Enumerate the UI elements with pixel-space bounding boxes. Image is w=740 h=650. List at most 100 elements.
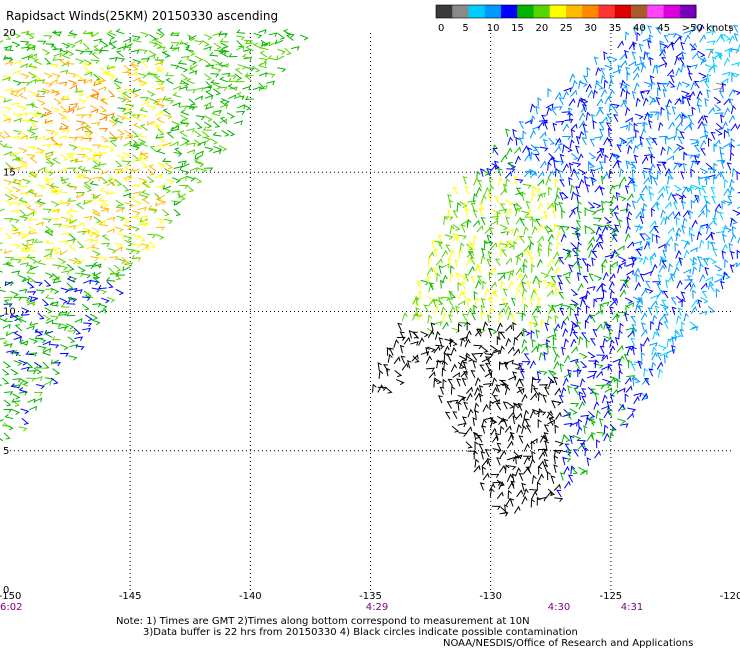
- wind-barb: [579, 378, 586, 387]
- wind-barb: [642, 255, 649, 265]
- wind-barb: [530, 289, 537, 299]
- wind-barb: [507, 346, 515, 354]
- wind-barb: [454, 259, 459, 268]
- wind-barb: [664, 201, 672, 209]
- wind-barb: [626, 269, 634, 276]
- wind-barb: [132, 77, 141, 82]
- wind-barb: [546, 314, 552, 324]
- wind-barb: [277, 67, 287, 73]
- wind-barb: [74, 336, 84, 341]
- wind-barb: [564, 480, 571, 489]
- wind-barb: [577, 466, 587, 474]
- wind-barb: [554, 424, 559, 434]
- wind-barb: [122, 46, 132, 51]
- wind-barb: [437, 234, 443, 244]
- wind-barb: [562, 450, 572, 456]
- wind-barb: [650, 175, 655, 185]
- wind-barb: [531, 225, 538, 235]
- wind-barb: [599, 345, 605, 354]
- wind-barb: [2, 75, 12, 81]
- wind-barb: [219, 118, 228, 124]
- wind-barb: [609, 184, 616, 194]
- colorbar-label: 35: [609, 23, 622, 34]
- wind-barb: [12, 349, 21, 357]
- wind-barb: [715, 288, 720, 298]
- wind-barb: [155, 66, 164, 74]
- wind-barb: [563, 354, 571, 363]
- wind-barb: [457, 394, 467, 401]
- wind-barb: [608, 127, 613, 137]
- wind-barb: [155, 184, 165, 190]
- wind-barb: [649, 97, 656, 106]
- wind-barb: [600, 258, 608, 267]
- wind-barb: [558, 281, 563, 291]
- wind-barb: [481, 418, 487, 428]
- wind-barb: [729, 151, 735, 161]
- wind-barb: [616, 344, 624, 353]
- wind-barb: [90, 239, 100, 244]
- wind-barb: [567, 248, 572, 258]
- wind-barb: [608, 169, 614, 179]
- wind-barb: [433, 378, 438, 388]
- wind-barb: [562, 123, 570, 132]
- wind-barb: [666, 145, 672, 155]
- y-tick-label: 10: [3, 307, 16, 318]
- wind-barb: [560, 225, 566, 234]
- wind-barb: [612, 358, 621, 364]
- wind-barb: [548, 137, 556, 145]
- wind-barb: [131, 249, 141, 255]
- wind-barb: [162, 157, 172, 163]
- wind-barb: [93, 38, 103, 44]
- wind-barb: [474, 296, 480, 306]
- wind-barb: [705, 30, 715, 36]
- wind-barb: [244, 74, 252, 82]
- wind-barb: [572, 331, 579, 340]
- wind-barb: [132, 87, 142, 93]
- wind-barb: [36, 384, 45, 390]
- wind-barb: [113, 264, 122, 272]
- wind-barb: [2, 340, 12, 346]
- wind-barb: [477, 434, 483, 443]
- wind-barb: [68, 186, 78, 191]
- wind-barb: [213, 42, 222, 50]
- wind-barb: [443, 360, 448, 370]
- wind-barb: [626, 412, 634, 420]
- wind-barb: [35, 364, 45, 369]
- wind-barb: [76, 120, 86, 126]
- wind-barb: [29, 257, 38, 264]
- wind-barb: [52, 368, 61, 375]
- wind-barb: [729, 178, 735, 188]
- colorbar-label: >50 knots: [682, 23, 734, 34]
- wind-barb: [174, 147, 182, 155]
- wind-barb: [586, 433, 593, 442]
- wind-barb: [709, 284, 715, 292]
- wind-barb: [603, 51, 608, 61]
- wind-barb: [234, 67, 243, 75]
- colorbar-frame: [435, 4, 697, 19]
- wind-barb: [563, 87, 573, 93]
- wind-barb: [123, 141, 132, 147]
- wind-barb: [504, 208, 512, 217]
- wind-barb: [146, 90, 156, 97]
- wind-barb: [221, 130, 230, 137]
- wind-barb: [512, 415, 517, 425]
- wind-barb: [220, 46, 230, 53]
- wind-barb: [25, 241, 35, 246]
- wind-barb: [140, 81, 148, 87]
- wind-barb: [561, 346, 566, 356]
- wind-barb: [737, 43, 740, 51]
- wind-barb: [632, 346, 637, 356]
- wind-barb: [640, 312, 648, 321]
- wind-barb: [515, 282, 523, 291]
- wind-barb: [93, 271, 102, 277]
- wind-barb: [37, 166, 46, 172]
- wind-barb: [243, 48, 252, 54]
- wind-barb: [204, 115, 213, 122]
- wind-barb: [630, 363, 636, 372]
- wind-barb: [618, 329, 623, 339]
- wind-barb: [449, 399, 459, 405]
- wind-barb: [59, 69, 69, 75]
- wind-barb: [610, 261, 618, 267]
- wind-barb: [626, 346, 633, 355]
- wind-barb: [521, 281, 526, 291]
